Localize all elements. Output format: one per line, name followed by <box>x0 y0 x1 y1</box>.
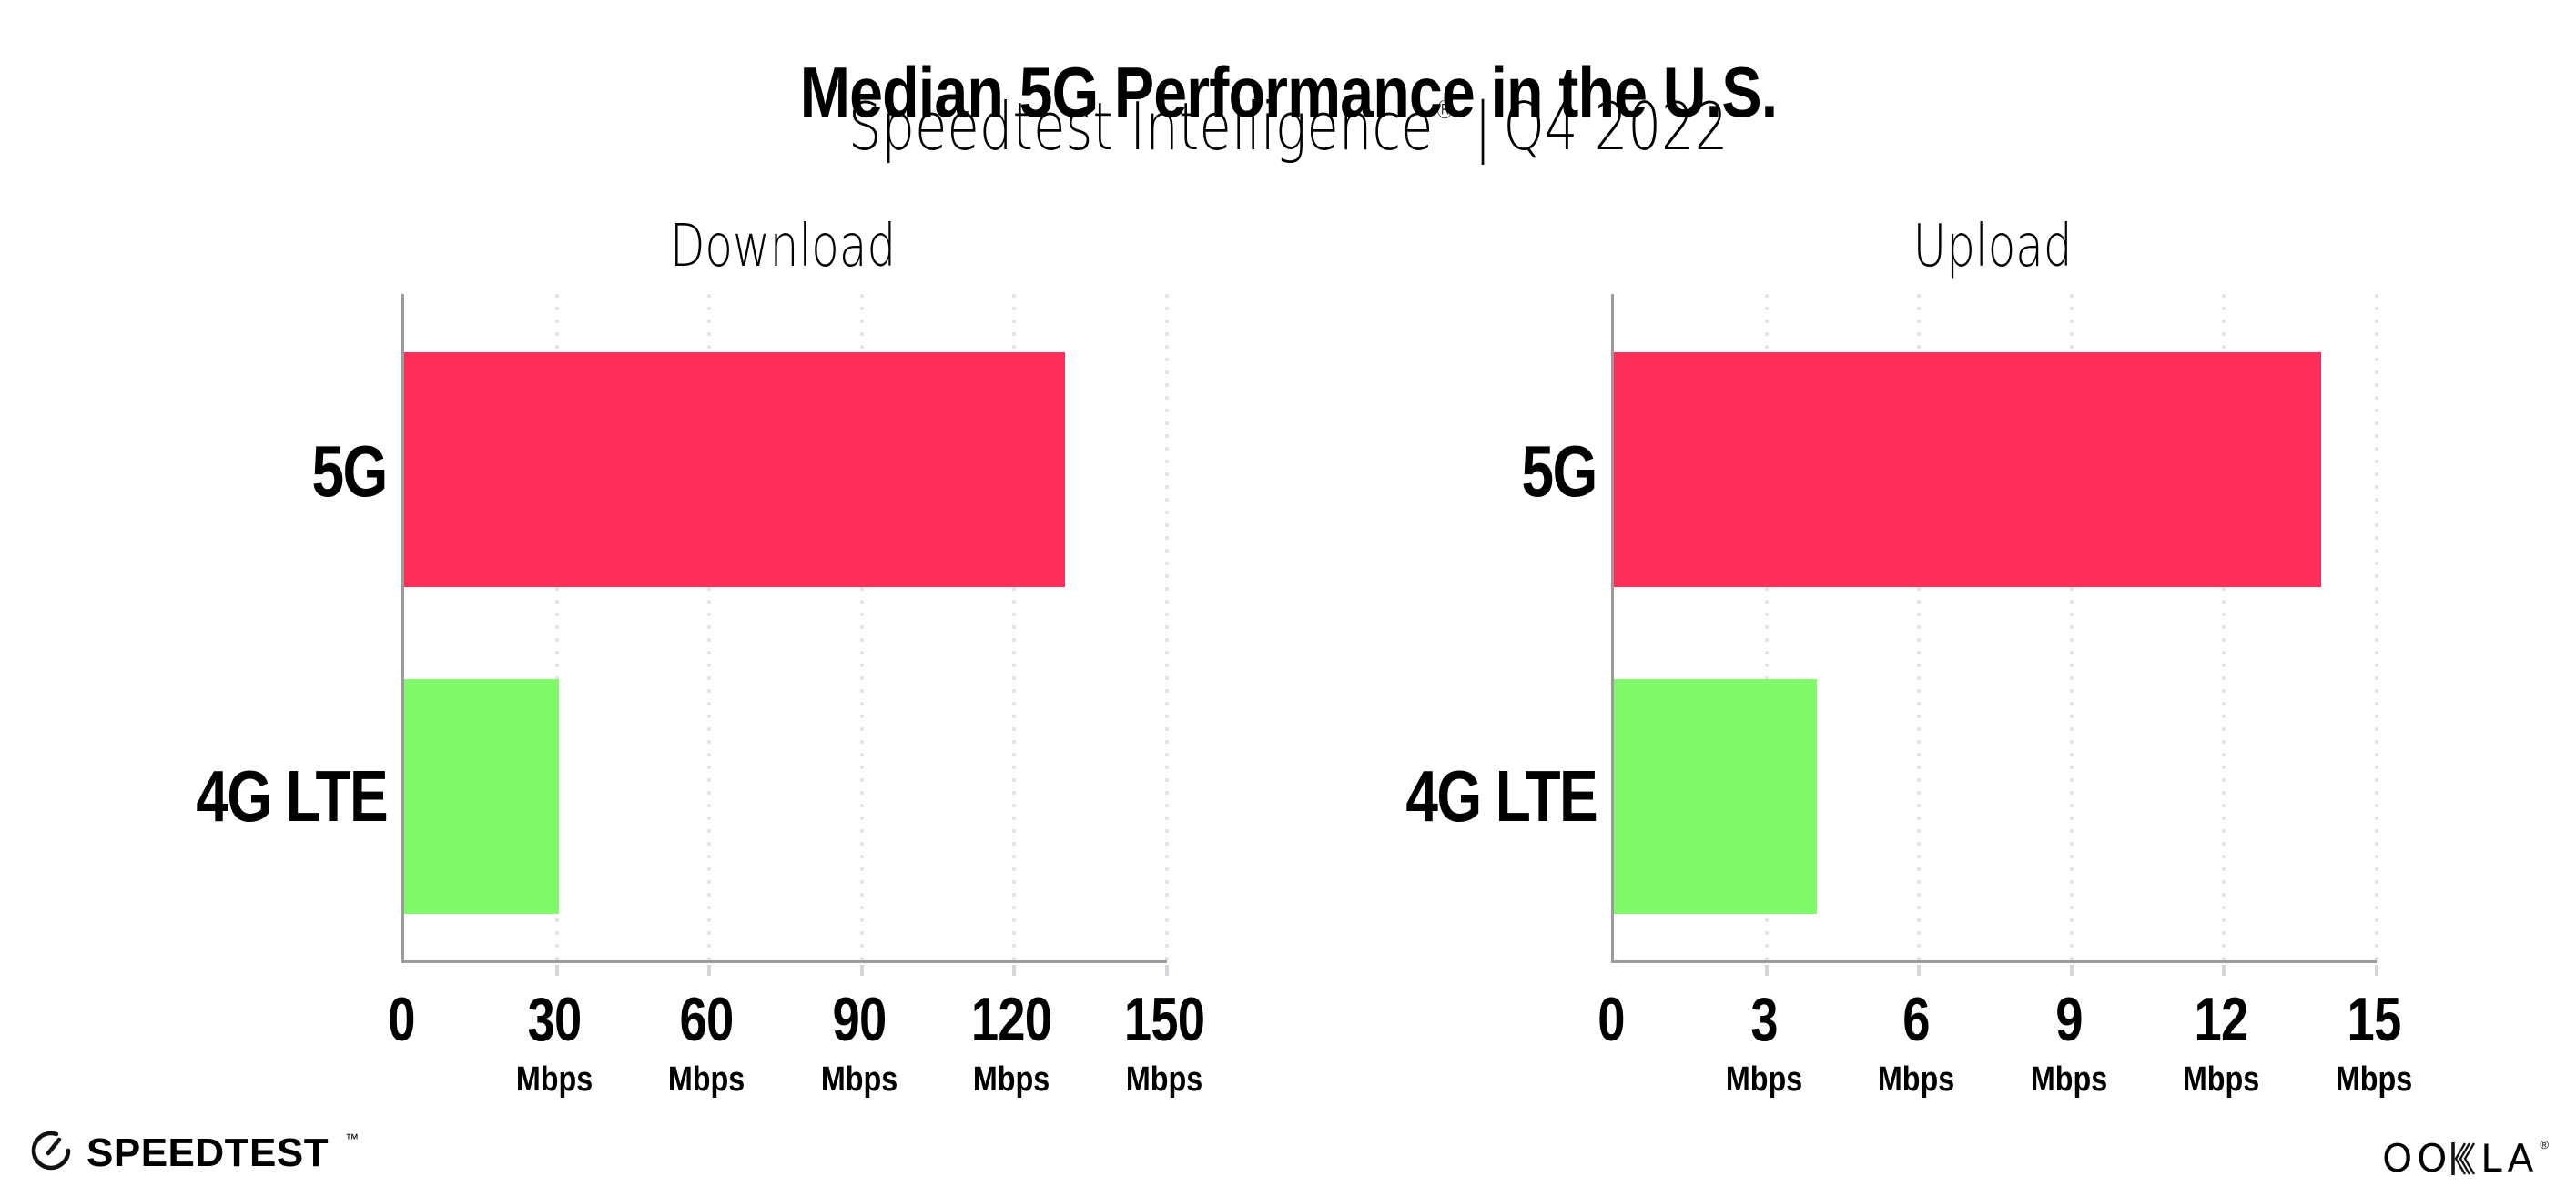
upload-chart-panel: Upload 5G 4G LTE 0 3 Mbps 6 Mbps 9 Mbps 12 Mbps 1… <box>1303 211 2412 1140</box>
tick-label: 3 Mbps <box>1719 987 1809 1098</box>
tick-label: 30 Mbps <box>509 987 599 1098</box>
tick-unit: Mbps <box>2030 1060 2107 1099</box>
bar-4g-lte <box>1614 679 1818 914</box>
ookla-wordmark-left: OO <box>2382 1136 2452 1181</box>
tick-unit: Mbps <box>820 1060 898 1099</box>
x-axis: 0 3 Mbps 6 Mbps 9 Mbps 12 Mbps 15 Mbps <box>1597 987 2412 1137</box>
category-label-5g: 5G <box>1521 431 1598 512</box>
bar-5g <box>1614 352 2321 587</box>
tick-label: 120 Mbps <box>961 987 1061 1098</box>
ookla-logo: OO LA ® <box>2382 1136 2549 1181</box>
subtitle-period: Q4 2022 <box>1503 88 1729 165</box>
tick-value: 6 <box>1902 985 1930 1054</box>
tick-value: 3 <box>1749 985 1778 1054</box>
figure-subtitle: Speedtest Intelligence® | Q4 2022 <box>0 87 2576 166</box>
gridline <box>707 294 712 976</box>
tick-unit: Mbps <box>973 1060 1050 1099</box>
ookla-wordmark-right: LA <box>2480 1136 2539 1181</box>
tick-value: 120 <box>971 985 1052 1054</box>
category-label-4g-lte: 4G LTE <box>1405 756 1597 837</box>
tick-unit: Mbps <box>515 1060 593 1099</box>
bar-5g <box>404 352 1066 587</box>
tick-value: 15 <box>2347 985 2402 1054</box>
plot-area <box>1611 294 2378 976</box>
tick-unit: Mbps <box>2335 1060 2413 1099</box>
tick-value: 9 <box>2055 985 2083 1054</box>
gridline <box>1165 294 1169 976</box>
gridline <box>1012 294 1017 976</box>
tick-label: 60 Mbps <box>662 987 752 1098</box>
tick-unit: Mbps <box>2183 1060 2260 1099</box>
registered-mark-icon: ® <box>1434 95 1455 125</box>
upload-chart-title: Upload <box>1912 213 2073 280</box>
gridline <box>1917 294 1922 976</box>
speedtest-gauge-icon <box>29 1129 73 1177</box>
tick-value: 150 <box>1123 985 1205 1054</box>
category-label-4g-lte: 4G LTE <box>196 756 388 837</box>
ookla-k-icon <box>2451 1140 2480 1181</box>
tick-label: 9 Mbps <box>2023 987 2114 1098</box>
tick-value: 0 <box>1597 985 1625 1054</box>
tick-label: 150 Mbps <box>1114 987 1214 1098</box>
gridline <box>2222 294 2226 976</box>
download-chart-title: Download <box>669 213 897 280</box>
trademark-icon: ™ <box>345 1131 360 1147</box>
tick-value: 60 <box>679 985 735 1054</box>
tick-unit: Mbps <box>1725 1060 1802 1099</box>
tick-unit: Mbps <box>668 1060 745 1099</box>
tick-label: 0 <box>1595 987 1628 1052</box>
speedtest-wordmark: SPEEDTEST <box>86 1130 330 1175</box>
tick-label: 12 Mbps <box>2176 987 2267 1098</box>
category-label-5g: 5G <box>311 431 389 512</box>
download-chart-panel: Download 5G 4G LTE 0 30 Mbps 60 Mbps 90 Mbps 12… <box>94 211 1205 1140</box>
gridline <box>859 294 864 976</box>
tick-unit: Mbps <box>1125 1060 1203 1099</box>
tick-value: 30 <box>527 985 582 1054</box>
gridline <box>2375 294 2378 976</box>
registered-mark-icon: ® <box>2540 1138 2549 1151</box>
tick-value: 12 <box>2194 985 2249 1054</box>
tick-label: 90 Mbps <box>814 987 904 1098</box>
tick-value: 0 <box>388 985 415 1054</box>
x-axis: 0 30 Mbps 60 Mbps 90 Mbps 120 Mbps 150 Mbps <box>388 987 1205 1137</box>
tick-value: 90 <box>832 985 887 1054</box>
tick-label: 15 Mbps <box>2328 987 2419 1098</box>
gridline <box>2069 294 2074 976</box>
subtitle-brand: Speedtest Intelligence <box>847 88 1434 165</box>
plot-area <box>401 294 1169 976</box>
figure-title-text: Median 5G Performance in the U.S. <box>799 52 1777 133</box>
subtitle-separator: | <box>1474 88 1492 165</box>
figure-title: Median 5G Performance in the U.S. <box>0 52 2576 133</box>
gridline <box>554 294 559 976</box>
subtitle-text: Speedtest Intelligence® | Q4 2022 <box>848 87 1729 166</box>
gridline <box>1764 294 1769 976</box>
bar-4g-lte <box>404 679 560 914</box>
tick-label: 0 <box>385 987 419 1052</box>
tick-label: 6 Mbps <box>1871 987 1962 1098</box>
speedtest-logo: SPEEDTEST ™ <box>29 1129 359 1177</box>
tick-unit: Mbps <box>1878 1060 1955 1099</box>
